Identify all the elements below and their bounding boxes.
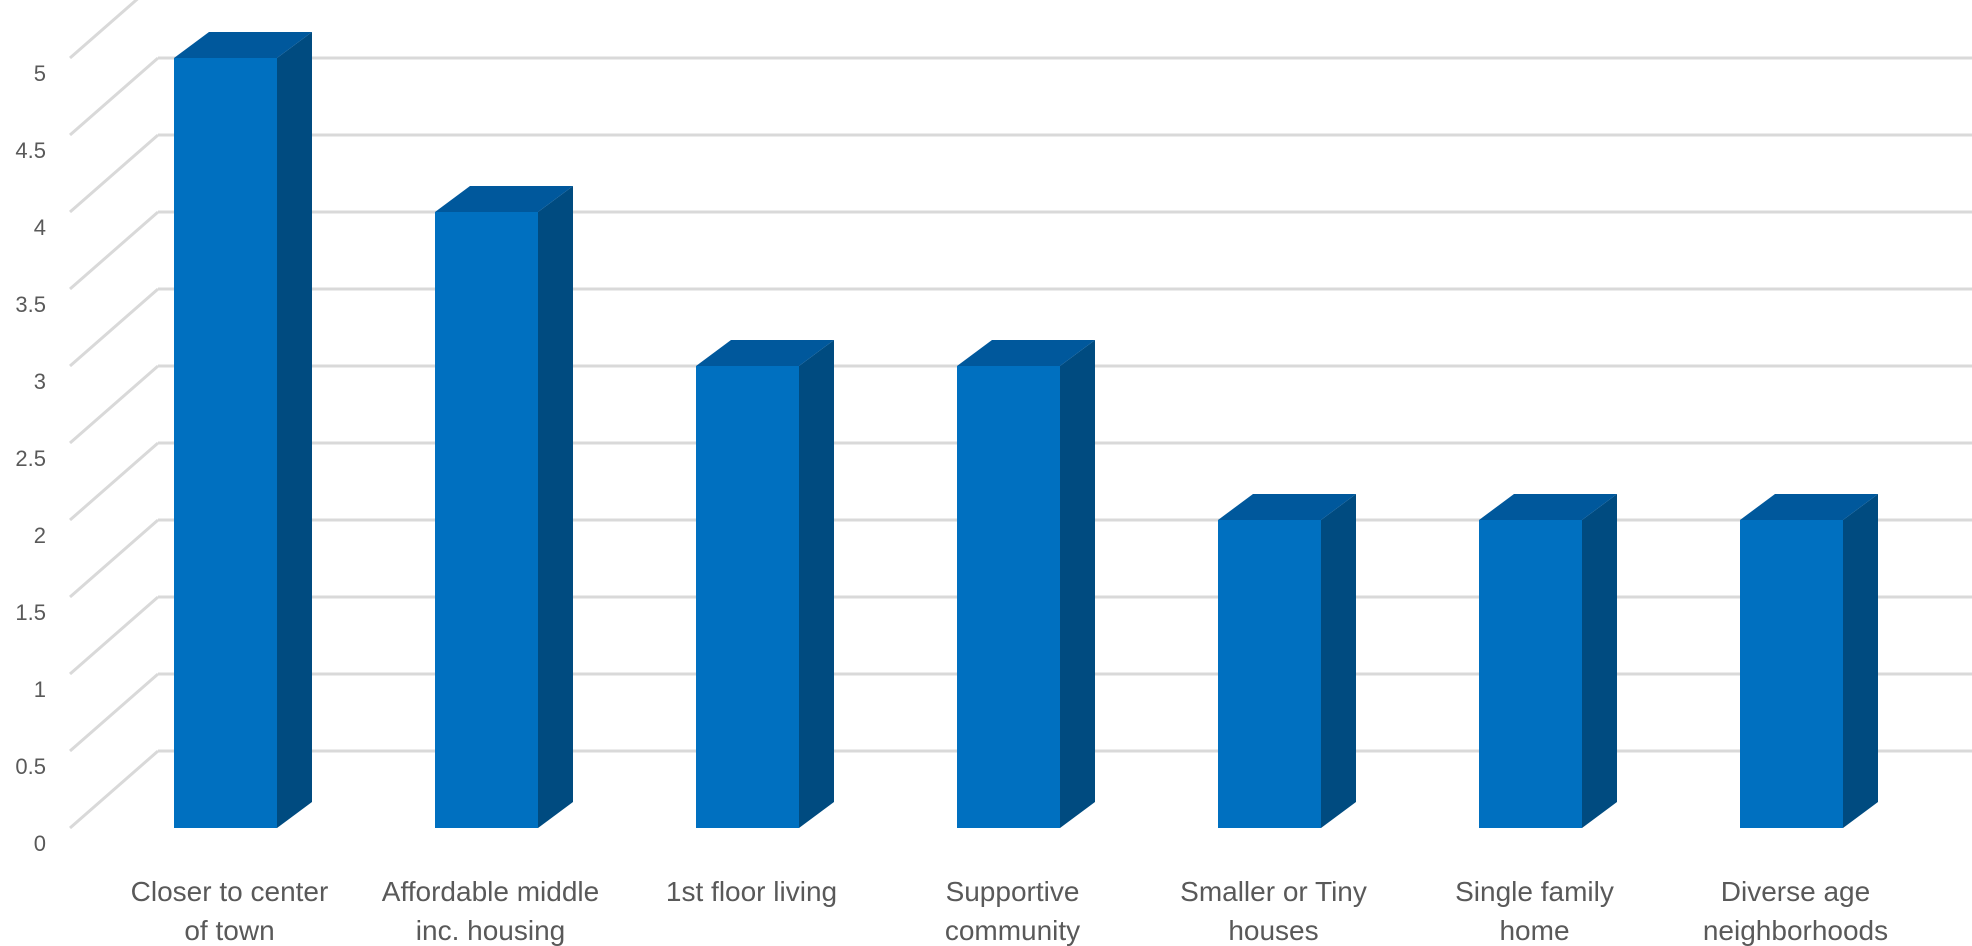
x-category-label: Supportive community bbox=[945, 876, 1080, 946]
x-category-label: Smaller or Tiny houses bbox=[1180, 876, 1367, 946]
gridline-diagonal bbox=[69, 287, 159, 368]
bar bbox=[1479, 494, 1617, 828]
x-category-label: Single family home bbox=[1455, 876, 1614, 946]
y-tick-label: 1.5 bbox=[15, 600, 46, 625]
bar-front bbox=[435, 212, 538, 828]
bar bbox=[1218, 494, 1356, 828]
bar-side bbox=[277, 32, 312, 828]
x-category-label: Affordable middle inc. housing bbox=[382, 876, 599, 946]
bar-side bbox=[1060, 340, 1095, 828]
gridline-diagonal bbox=[69, 749, 159, 830]
bar-top bbox=[696, 340, 834, 366]
x-category-label: Closer to center of town bbox=[131, 876, 329, 946]
gridline-diagonal bbox=[69, 595, 159, 676]
bar bbox=[174, 32, 312, 828]
bar-top bbox=[957, 340, 1095, 366]
x-category-label: 1st floor living bbox=[666, 876, 837, 907]
y-tick-label: 3.5 bbox=[15, 292, 46, 317]
bar-front bbox=[1740, 520, 1843, 828]
bar bbox=[957, 340, 1095, 828]
y-tick-label: 1 bbox=[34, 677, 46, 702]
gridline-diagonal bbox=[69, 672, 159, 753]
bar-side bbox=[799, 340, 834, 828]
y-tick-label: 3 bbox=[34, 369, 46, 394]
bar bbox=[435, 186, 573, 828]
y-tick-label: 2 bbox=[34, 523, 46, 548]
bar-top bbox=[1479, 494, 1617, 520]
bar bbox=[1740, 494, 1878, 828]
x-category-label: Diverse age neighborhoods bbox=[1703, 876, 1888, 946]
y-tick-label: 4.5 bbox=[15, 138, 46, 163]
bar-front bbox=[1218, 520, 1321, 828]
gridline-diagonal bbox=[69, 0, 139, 60]
x-axis-labels: Closer to center of town Affordable middle… bbox=[131, 876, 1888, 946]
y-tick-label: 5 bbox=[34, 61, 46, 86]
bar bbox=[696, 340, 834, 828]
gridline-diagonal bbox=[69, 518, 159, 599]
bar-top bbox=[1218, 494, 1356, 520]
bar-front bbox=[957, 366, 1060, 828]
bar-front bbox=[174, 58, 277, 828]
gridline-diagonal bbox=[69, 210, 159, 291]
y-tick-label: 4 bbox=[34, 215, 46, 240]
gridline-diagonal bbox=[69, 364, 159, 445]
gridline-diagonal bbox=[69, 56, 159, 137]
y-tick-label: 2.5 bbox=[15, 446, 46, 471]
bar-top bbox=[435, 186, 573, 212]
bar-side bbox=[1321, 494, 1356, 828]
y-tick-label: 0 bbox=[34, 831, 46, 856]
y-axis-ticks: 0 0.5 1 1.5 2 2.5 3 3.5 4 4.5 5 bbox=[15, 61, 46, 856]
gridline-diagonal bbox=[69, 133, 159, 214]
y-tick-label: 0.5 bbox=[15, 754, 46, 779]
bar-front bbox=[1479, 520, 1582, 828]
bar-side bbox=[1582, 494, 1617, 828]
bar-top bbox=[174, 32, 312, 58]
gridline-diagonal bbox=[69, 441, 159, 522]
bar-side bbox=[538, 186, 573, 828]
bar-front bbox=[696, 366, 799, 828]
bar-top bbox=[1740, 494, 1878, 520]
bar-side bbox=[1843, 494, 1878, 828]
bars bbox=[174, 32, 1878, 828]
